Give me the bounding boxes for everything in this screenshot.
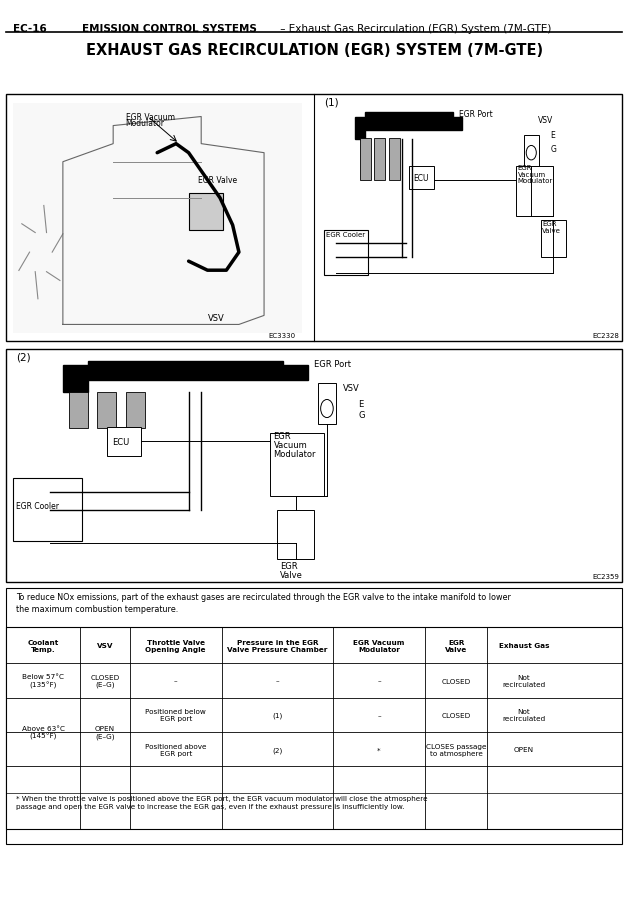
Text: –: – xyxy=(276,678,279,684)
Bar xyxy=(6,95,623,341)
Text: * When the throttle valve is positioned above the EGR port, the EGR vacuum modul: * When the throttle valve is positioned … xyxy=(16,796,428,809)
Bar xyxy=(360,139,371,181)
Text: Modulator: Modulator xyxy=(273,450,316,459)
Text: –: – xyxy=(377,712,381,718)
Bar xyxy=(6,628,623,829)
Bar xyxy=(125,393,145,429)
Text: Modulator: Modulator xyxy=(518,178,553,184)
Text: EGR Cooler: EGR Cooler xyxy=(16,501,59,510)
Text: Below 57°C
(135°F): Below 57°C (135°F) xyxy=(22,674,64,688)
Bar xyxy=(374,139,385,181)
Text: CLOSES passage
to atmosphere: CLOSES passage to atmosphere xyxy=(426,743,486,756)
Bar xyxy=(324,230,368,275)
Text: EC-16: EC-16 xyxy=(13,23,46,33)
Bar xyxy=(107,427,141,456)
Text: ECU: ECU xyxy=(413,174,429,183)
Text: To reduce NOx emissions, part of the exhaust gases are recirculated through the : To reduce NOx emissions, part of the exh… xyxy=(16,592,511,613)
Text: Modulator: Modulator xyxy=(125,119,164,128)
Text: EGR Cooler: EGR Cooler xyxy=(326,232,365,238)
Text: E: E xyxy=(550,131,555,140)
Text: Coolant
Temp.: Coolant Temp. xyxy=(28,639,59,652)
Bar xyxy=(388,139,400,181)
Text: –: – xyxy=(174,678,177,684)
Circle shape xyxy=(321,400,333,418)
Bar xyxy=(516,167,553,217)
Text: ECU: ECU xyxy=(112,437,129,446)
Text: Throttle Valve
Opening Angle: Throttle Valve Opening Angle xyxy=(145,639,206,652)
Text: EGR Vacuum
Modulator: EGR Vacuum Modulator xyxy=(353,639,404,652)
Text: –: – xyxy=(377,678,381,684)
Bar xyxy=(317,384,337,424)
Bar xyxy=(13,104,302,334)
Text: Valve: Valve xyxy=(280,571,303,580)
Text: *: * xyxy=(377,747,381,752)
Text: EGR Port: EGR Port xyxy=(314,359,351,368)
Text: EXHAUST GAS RECIRCULATION (EGR) SYSTEM (7M-GTE): EXHAUST GAS RECIRCULATION (EGR) SYSTEM (… xyxy=(86,43,543,59)
Bar xyxy=(69,393,88,429)
Text: EGR: EGR xyxy=(542,221,556,228)
Text: CLOSED
(E–G): CLOSED (E–G) xyxy=(90,675,120,687)
Bar xyxy=(13,479,82,542)
Text: VSV: VSV xyxy=(538,116,553,125)
Text: VSV: VSV xyxy=(342,384,360,393)
Bar xyxy=(6,349,623,582)
Text: CLOSED: CLOSED xyxy=(442,712,470,718)
Bar xyxy=(409,167,434,190)
Bar xyxy=(97,393,116,429)
Text: OPEN
(E–G): OPEN (E–G) xyxy=(95,726,115,739)
Bar xyxy=(6,589,623,844)
Text: EC2328: EC2328 xyxy=(593,332,620,339)
Text: EGR: EGR xyxy=(518,165,532,172)
Text: Not
recirculated: Not recirculated xyxy=(502,675,545,687)
Text: OPEN: OPEN xyxy=(514,747,534,752)
Text: EGR
Valve: EGR Valve xyxy=(445,639,467,652)
Polygon shape xyxy=(355,113,462,140)
Text: (2): (2) xyxy=(16,352,30,362)
Text: (2): (2) xyxy=(272,746,282,753)
Text: – Exhaust Gas Recirculation (EGR) System (7M-GTE): – Exhaust Gas Recirculation (EGR) System… xyxy=(276,23,551,33)
Bar xyxy=(541,221,566,257)
Text: EGR Port: EGR Port xyxy=(459,110,493,119)
Text: G: G xyxy=(550,144,556,154)
Text: VSV: VSV xyxy=(207,313,224,322)
Text: EGR Vacuum: EGR Vacuum xyxy=(125,113,175,122)
Text: EGR: EGR xyxy=(280,562,298,571)
Text: EGR: EGR xyxy=(273,432,291,441)
Text: EC2359: EC2359 xyxy=(593,573,620,580)
Text: EGR Valve: EGR Valve xyxy=(198,176,237,185)
Bar xyxy=(524,135,539,167)
Text: Above 63°C
(145°F): Above 63°C (145°F) xyxy=(22,725,65,740)
Text: EC3330: EC3330 xyxy=(268,332,296,339)
Circle shape xyxy=(526,146,536,161)
Text: CLOSED: CLOSED xyxy=(442,678,470,684)
Text: (1): (1) xyxy=(272,712,282,719)
Text: Valve: Valve xyxy=(542,228,561,234)
Bar xyxy=(189,194,223,230)
Text: VSV: VSV xyxy=(97,643,113,648)
Text: Pressure in the EGR
Valve Pressure Chamber: Pressure in the EGR Valve Pressure Chamb… xyxy=(227,639,328,652)
Text: Exhaust Gas: Exhaust Gas xyxy=(499,643,549,648)
Text: Vacuum: Vacuum xyxy=(518,172,545,178)
Polygon shape xyxy=(63,361,308,393)
Text: (1): (1) xyxy=(324,98,339,107)
Text: Positioned above
EGR port: Positioned above EGR port xyxy=(145,743,207,756)
Text: Not
recirculated: Not recirculated xyxy=(502,709,545,721)
Text: Vacuum: Vacuum xyxy=(273,441,307,450)
Text: G: G xyxy=(358,411,365,420)
Bar xyxy=(276,510,314,560)
Text: Positioned below
EGR port: Positioned below EGR port xyxy=(145,709,206,721)
Bar xyxy=(270,433,324,497)
Text: E: E xyxy=(358,399,364,408)
Text: EMISSION CONTROL SYSTEMS: EMISSION CONTROL SYSTEMS xyxy=(82,23,257,33)
